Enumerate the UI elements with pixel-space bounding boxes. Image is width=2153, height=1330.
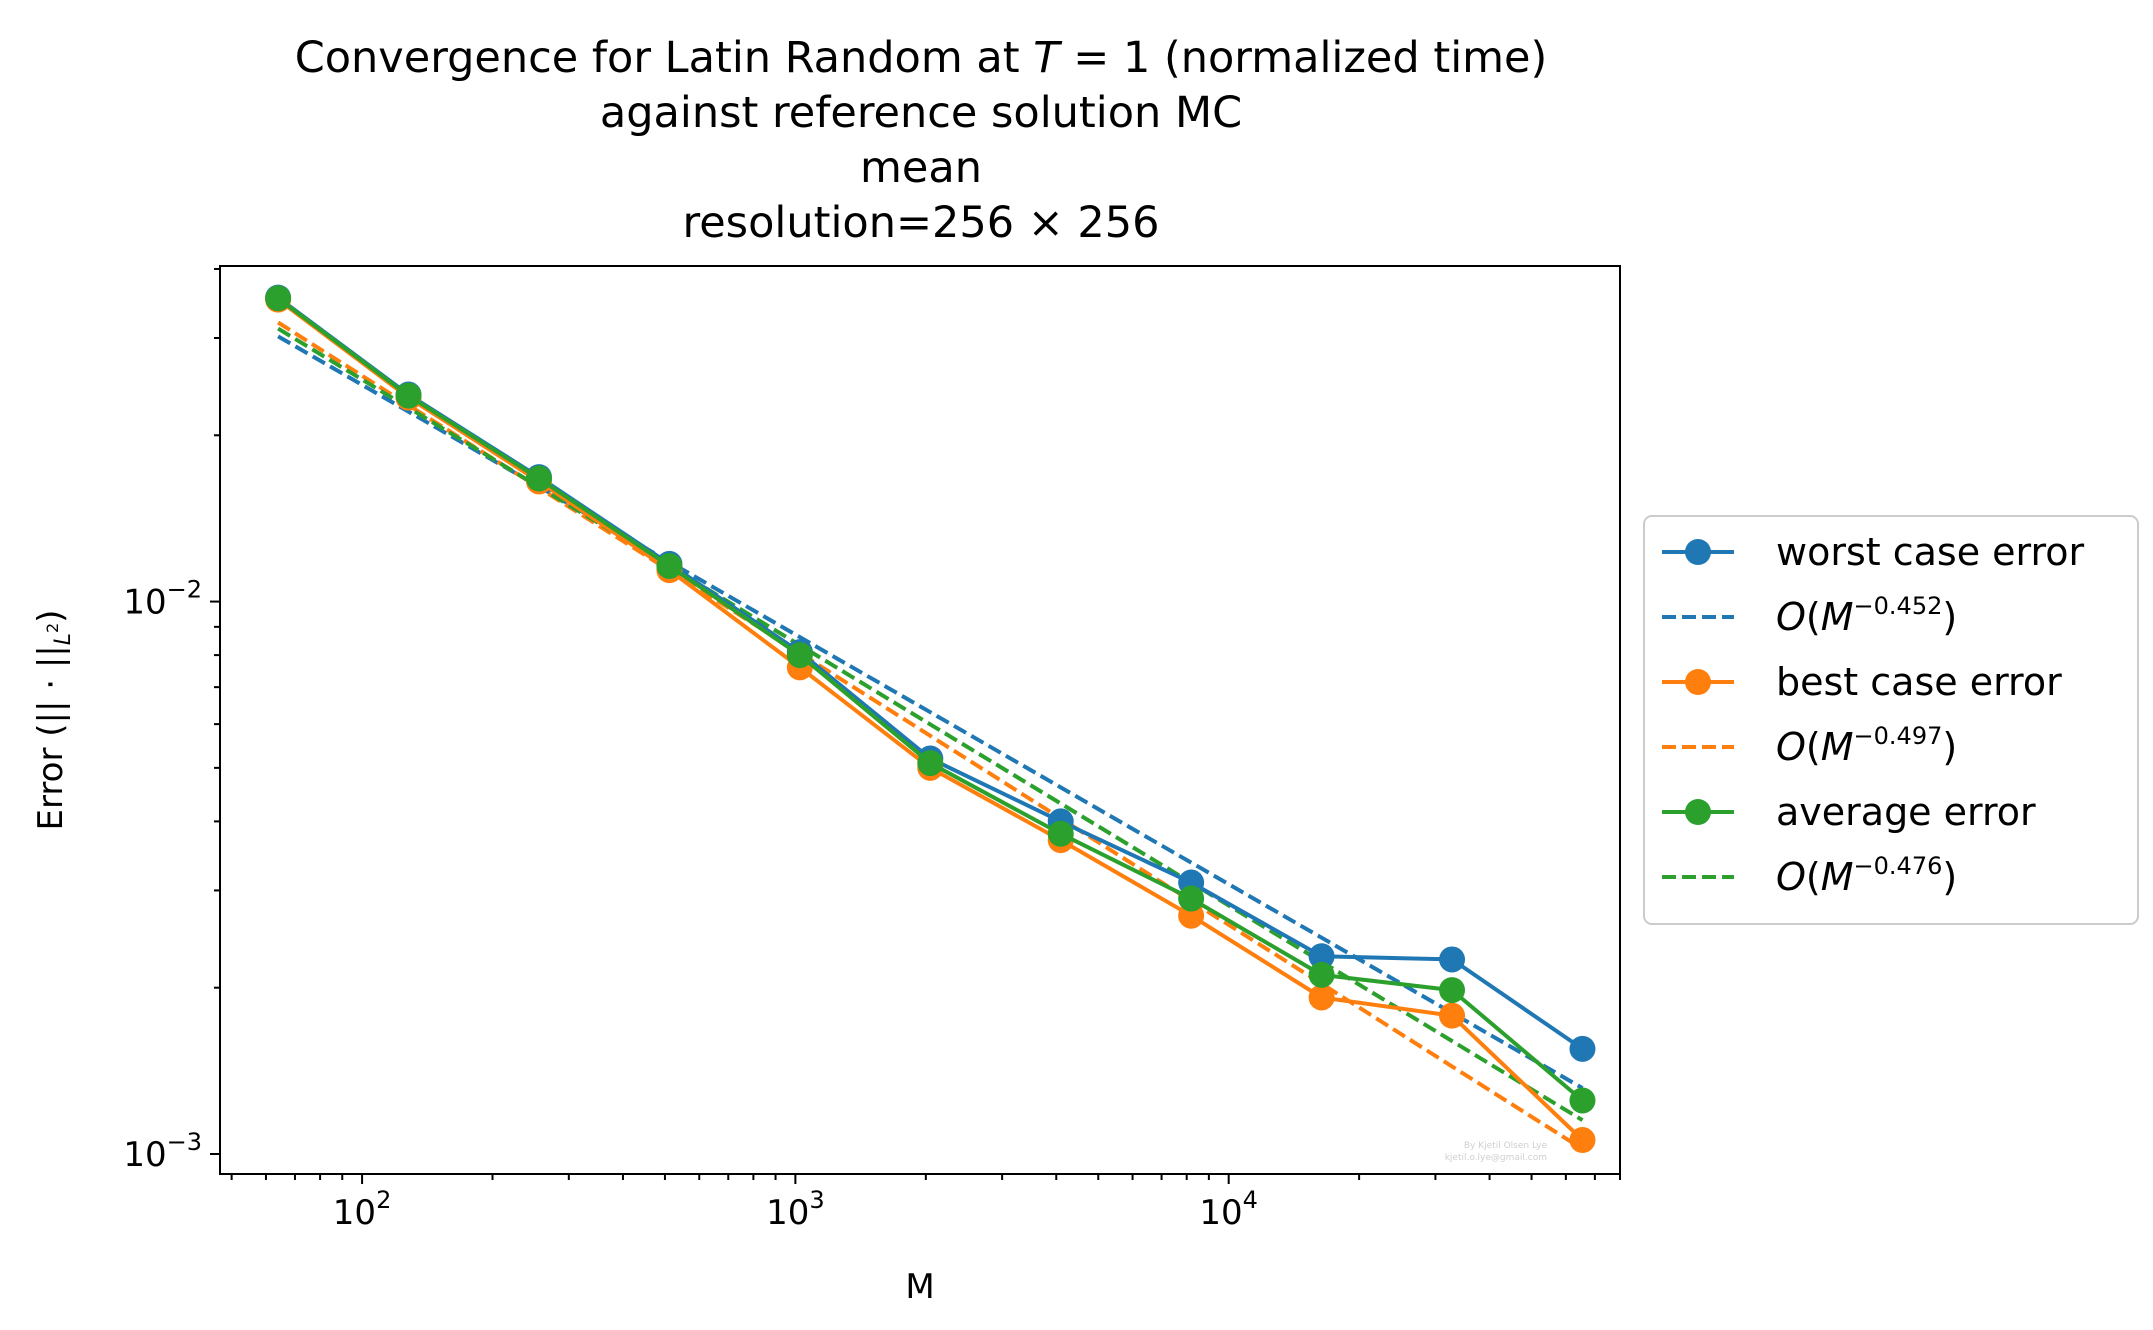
title-line-1: Convergence for Latin Random at T = 1 (n… xyxy=(295,33,1548,83)
title-line-2: against reference solution MC xyxy=(600,88,1242,138)
series-line xyxy=(276,296,1584,1103)
series-layer xyxy=(265,284,1596,1154)
series-o-m-0-497- xyxy=(277,320,1584,1151)
data-point xyxy=(1569,1035,1596,1062)
series-line xyxy=(276,295,1584,1051)
legend-label: O(M−0.452) xyxy=(1776,592,1957,639)
data-point xyxy=(1439,977,1466,1004)
x-tick-label: 104 xyxy=(1199,1186,1258,1233)
x-tick-label: 102 xyxy=(333,1186,392,1233)
data-point xyxy=(1047,820,1074,847)
legend-label: worst case error xyxy=(1776,530,2085,574)
legend-entry: average error xyxy=(1662,790,2036,834)
series-o-m-0-476- xyxy=(277,326,1584,1122)
series-average-error xyxy=(265,285,1596,1114)
watermark-line-2: kjetil.o.lye@gmail.com xyxy=(1445,1153,1547,1163)
legend-label: average error xyxy=(1776,790,2036,834)
title-line-4: resolution=256 × 256 xyxy=(682,198,1159,248)
chart-title: Convergence for Latin Random at T = 1 (n… xyxy=(295,33,1548,248)
legend-label: best case error xyxy=(1776,660,2062,704)
y-axis: 10−2 10−3 xyxy=(123,267,220,1175)
data-point xyxy=(265,285,292,312)
watermark-line-1: By Kjetil Olsen Lye xyxy=(1464,1141,1548,1151)
series-worst-case-error xyxy=(265,284,1596,1062)
data-point xyxy=(1178,885,1205,912)
legend-marker xyxy=(1685,539,1711,565)
data-point xyxy=(1439,1002,1466,1029)
data-point xyxy=(1308,943,1335,970)
legend-entry: O(M−0.452) xyxy=(1662,592,1957,639)
fit-line xyxy=(277,320,1584,1151)
series-o-m-0-452- xyxy=(277,334,1584,1090)
legend-entry: worst case error xyxy=(1662,530,2085,574)
data-point xyxy=(1569,1127,1596,1154)
y-tick-label: 10−2 xyxy=(123,576,202,623)
watermark: By Kjetil Olsen Lye kjetil.o.lye@gmail.c… xyxy=(1445,1141,1548,1163)
legend-entry: best case error xyxy=(1662,660,2062,704)
legend-label: O(M−0.497) xyxy=(1776,722,1957,769)
legend-label: O(M−0.476) xyxy=(1776,852,1957,899)
svg-text:Error (|| · ||L2): Error (|| · ||L2) xyxy=(31,610,76,831)
legend-entry: O(M−0.476) xyxy=(1662,852,1957,899)
legend-frame xyxy=(1643,515,2139,925)
data-point xyxy=(1308,961,1335,988)
data-point xyxy=(395,382,422,409)
x-axis: 102 103 104 xyxy=(230,1174,1621,1233)
x-axis-label: M xyxy=(905,1267,934,1307)
x-tick-label: 103 xyxy=(766,1186,825,1233)
data-point xyxy=(1308,984,1335,1011)
series-line xyxy=(276,298,1584,1142)
y-axis-label: Error (|| · ||L2) xyxy=(31,610,76,831)
legend-entry: O(M−0.497) xyxy=(1662,722,1957,769)
data-point xyxy=(786,642,813,669)
fit-line xyxy=(277,326,1584,1122)
legend-marker xyxy=(1685,799,1711,825)
plot-area-frame xyxy=(219,265,1621,1175)
legend-marker xyxy=(1685,669,1711,695)
fit-line xyxy=(277,334,1584,1090)
data-point xyxy=(525,465,552,492)
series-best-case-error xyxy=(265,286,1596,1154)
data-point xyxy=(656,552,683,579)
data-point xyxy=(917,750,944,777)
data-point xyxy=(1439,946,1466,973)
data-point xyxy=(1569,1087,1596,1114)
y-tick-label: 10−3 xyxy=(123,1128,202,1175)
legend: worst case error O(M−0.452) best case erro… xyxy=(1643,515,2139,925)
title-line-3: mean xyxy=(860,143,982,193)
